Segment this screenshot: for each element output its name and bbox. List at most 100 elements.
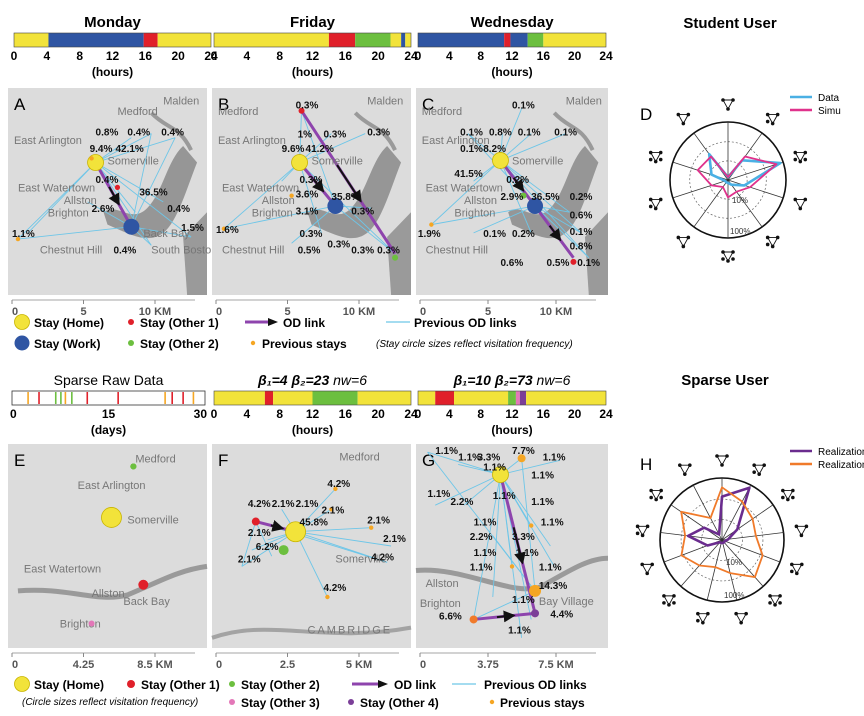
place-name: South Boston <box>151 245 217 257</box>
frequency-label: 0.3% <box>296 101 319 112</box>
sparse-raw-tick: 30 <box>194 407 208 421</box>
legend-other1-marker <box>128 319 134 325</box>
frequency-label: 4.2% <box>327 479 350 490</box>
panel-letter-E: E <box>14 451 25 470</box>
radar-legend-label: Data <box>818 93 840 104</box>
motif-node <box>659 158 663 162</box>
frequency-label: 6.2% <box>256 542 279 553</box>
stay-marker <box>89 156 93 160</box>
sparse-raw-tick: 15 <box>102 407 116 421</box>
frequency-label: 0.6% <box>570 210 593 221</box>
frequency-label: 35.8% <box>331 192 359 203</box>
sparsebar-1-tick-label: 4 <box>446 407 453 421</box>
sparsebar-1-segment <box>520 391 526 405</box>
sparsebar-1-segment <box>508 391 516 405</box>
frequency-label: 1.1% <box>474 518 497 529</box>
legend-other2-label: Stay (Other 2) <box>140 337 219 351</box>
place-name: Brighton <box>48 207 89 219</box>
frequency-label: 0.8% <box>96 128 119 139</box>
frequency-label: 0.1% <box>554 128 577 139</box>
daybar-1-segment <box>405 33 411 47</box>
daybar-1-tick-label: 4 <box>243 49 250 63</box>
motif-node <box>766 243 770 247</box>
motif-node <box>781 496 785 500</box>
panel-letter-F: F <box>218 451 228 470</box>
daybar-2-segment <box>528 33 544 47</box>
panel-letter-D: D <box>640 105 652 124</box>
place-name: Malden <box>163 96 199 108</box>
daybar-1-segment <box>401 33 405 47</box>
sparsebar-0-tick-label: 8 <box>276 407 283 421</box>
frequency-label: 0.2% <box>512 229 535 240</box>
home-stay <box>101 507 121 527</box>
stay-marker <box>529 523 533 527</box>
place-name: Medford <box>339 451 379 463</box>
frequency-label: 3.3% <box>512 532 535 543</box>
stay-marker <box>510 564 514 568</box>
frequency-label: 4.2% <box>248 499 271 510</box>
frequency-label: 2.1% <box>238 554 261 565</box>
sparsebar-1-tick-label: 8 <box>477 407 484 421</box>
motif-icon <box>696 612 710 625</box>
place-name: Bay Village <box>539 596 594 608</box>
stay-marker <box>325 595 329 599</box>
daybar-0-segment <box>14 33 48 47</box>
daybar-0-tick-label: 4 <box>43 49 50 63</box>
frequency-label: 4.2% <box>371 552 394 563</box>
radar-ring-label: 100% <box>730 227 750 236</box>
frequency-label: 0.4% <box>113 246 136 257</box>
legend-prev-stays-marker <box>251 341 255 345</box>
frequency-label: 8.2% <box>483 144 506 155</box>
motif-icon <box>721 250 735 263</box>
scale-axis-label: 4.25 <box>73 659 94 671</box>
sparsebar-0-segment <box>273 391 312 405</box>
frequency-label: 0.1% <box>577 258 600 269</box>
sparsebar-0-tick-label: 4 <box>243 407 250 421</box>
motif-icon <box>766 113 780 126</box>
legend-b-other3-label: Stay (Other 3) <box>241 696 320 710</box>
place-name: Allston <box>426 578 459 590</box>
motif-icon <box>649 489 663 502</box>
legend-b-other2-label: Stay (Other 2) <box>241 678 320 692</box>
daybar-0-segment <box>158 33 211 47</box>
motif-icon <box>715 454 729 467</box>
legend-home-label: Stay (Home) <box>34 316 104 330</box>
sparsebar-0-segment <box>265 391 273 405</box>
legend-od-label: OD link <box>283 316 325 330</box>
motif-icon <box>781 489 795 502</box>
daybar-1-segment <box>390 33 401 47</box>
motif-node <box>649 205 653 209</box>
place-name: CAMBRIDGE <box>308 625 393 637</box>
frequency-label: 0.1% <box>460 144 483 155</box>
sparse-user-title: Sparse User <box>681 372 769 389</box>
scale-axis-label: 10 KM <box>343 306 375 318</box>
frequency-label: 1.1% <box>428 489 451 500</box>
daybar-1-title: Friday <box>290 14 336 31</box>
frequency-label: 0.2% <box>570 192 593 203</box>
sparse-bar-title-0: β₁=4 β₂=23 nw=6 <box>257 372 367 388</box>
stay-marker <box>252 518 260 526</box>
motif-icon <box>766 236 780 249</box>
frequency-label: 0.3% <box>351 246 374 257</box>
motif-node <box>803 158 807 162</box>
frequency-label: 0.3% <box>351 206 374 217</box>
map-background <box>212 444 411 648</box>
legend-top: Stay (Home) Stay (Work) Stay (Other 1) S… <box>15 315 573 352</box>
place-name: Allston <box>464 195 497 207</box>
motif-icon <box>678 463 692 476</box>
frequency-label: 0.8% <box>489 128 512 139</box>
frequency-label: 2.1% <box>272 499 295 510</box>
scale-axis-label: 0 <box>12 659 18 671</box>
daybar-0-tick-label: 16 <box>139 49 153 63</box>
frequency-label: 0.1% <box>518 128 541 139</box>
frequency-label: 1.1% <box>435 446 458 457</box>
frequency-label: 1.1% <box>474 548 497 559</box>
stay-marker <box>470 615 478 623</box>
place-name: Medford <box>218 106 258 118</box>
frequency-label: 41.5% <box>454 169 482 180</box>
motif-icon <box>662 594 676 607</box>
motif-icon <box>636 525 650 538</box>
stay-marker <box>429 222 433 226</box>
